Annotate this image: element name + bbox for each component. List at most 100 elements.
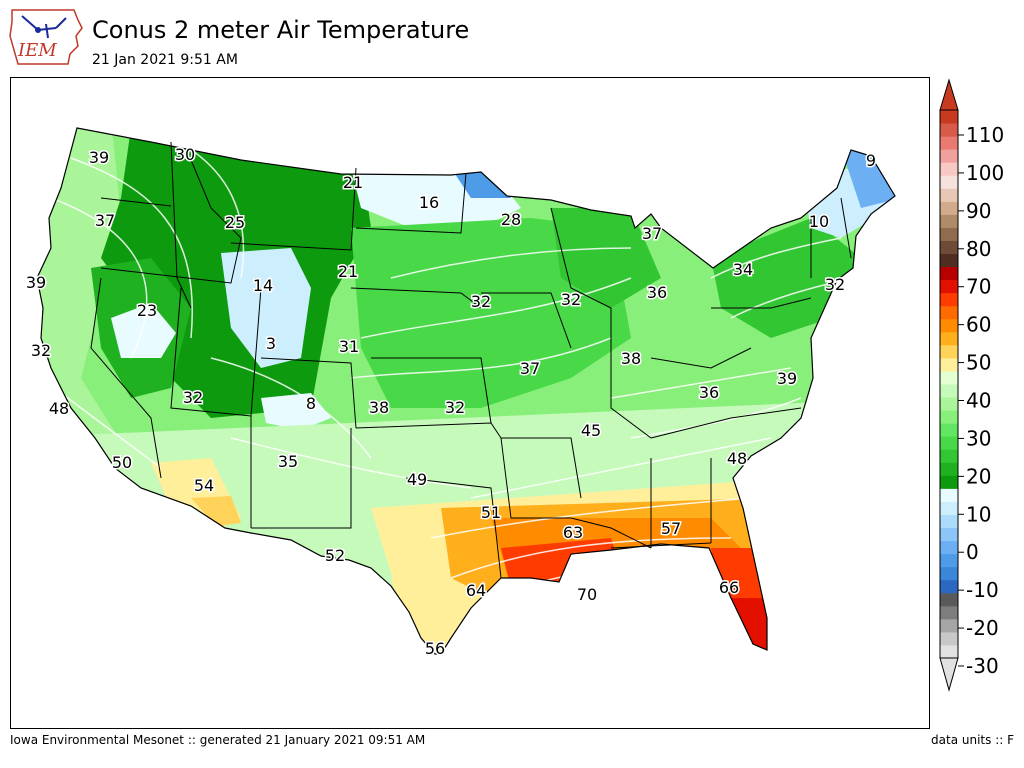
iem-logo: IEM bbox=[9, 9, 83, 65]
colorbar-swatches bbox=[940, 110, 958, 659]
colorbar-tick-label: 40 bbox=[966, 389, 991, 413]
colorbar-swatch bbox=[940, 449, 958, 463]
colorbar-swatch bbox=[940, 475, 958, 489]
temp-label-ca-c: 32 bbox=[31, 341, 51, 360]
colorbar-swatch bbox=[940, 331, 958, 346]
colorbar-swatch bbox=[940, 370, 958, 385]
temp-label-mi: 36 bbox=[647, 283, 667, 302]
page-title: Conus 2 meter Air Temperature bbox=[92, 16, 470, 44]
temp-label-nm: 35 bbox=[278, 452, 298, 471]
temp-label-ok: 49 bbox=[407, 470, 427, 489]
colorbar-tick-label: 110 bbox=[966, 123, 1004, 147]
temp-zone-cold-nv bbox=[111, 303, 176, 358]
temp-label-sd: 21 bbox=[338, 262, 358, 281]
temp-label-co-w: 31 bbox=[339, 337, 359, 356]
colorbar-swatch bbox=[940, 123, 958, 137]
colorbar-swatch bbox=[940, 149, 958, 163]
temp-label-ks-w: 38 bbox=[369, 398, 389, 417]
colorbar-tick-label: 10 bbox=[966, 502, 991, 526]
isotherms bbox=[40, 137, 852, 609]
temp-label-nc: 48 bbox=[727, 449, 747, 468]
temp-label-wa-w: 39 bbox=[89, 148, 109, 167]
colorbar-swatch bbox=[940, 357, 958, 372]
colorbar-swatch bbox=[940, 579, 958, 594]
colorbar-bottom-arrow bbox=[939, 657, 959, 692]
temp-label-mt-e: 21 bbox=[343, 173, 363, 192]
colorbar-swatch bbox=[940, 527, 958, 542]
colorbar-tick-label: 80 bbox=[966, 237, 991, 261]
colorbar-swatch bbox=[940, 214, 958, 228]
footer-units: data units :: F bbox=[931, 733, 1014, 747]
temp-label-tx-w: 52 bbox=[325, 546, 345, 565]
state-boundaries bbox=[90, 141, 852, 579]
colorbar-swatch bbox=[940, 540, 958, 555]
temp-label-wy: 14 bbox=[253, 276, 273, 295]
temp-label-id: 25 bbox=[225, 213, 245, 232]
colorbar-swatch bbox=[940, 240, 958, 255]
colorbar-tick-label: -10 bbox=[966, 578, 999, 602]
colorbar-swatch bbox=[940, 423, 958, 437]
colorbar-swatch bbox=[940, 592, 958, 607]
colorbar-swatch bbox=[940, 384, 958, 398]
temp-zone-cold-wy bbox=[221, 248, 311, 368]
temp-label-ny: 34 bbox=[733, 260, 753, 279]
colorbar-swatch bbox=[940, 136, 958, 150]
map-frame: 39 30 37 21 16 28 25 14 21 39 23 32 3 31 32 32 37 36 9 10 34… bbox=[10, 77, 930, 729]
colorbar-swatch bbox=[940, 553, 958, 568]
colorbar-swatch bbox=[940, 462, 958, 476]
colorbar-swatch bbox=[940, 175, 958, 189]
temp-label-wa-e: 30 bbox=[175, 145, 195, 164]
temp-label-ms: 63 bbox=[563, 523, 583, 542]
temp-label-la: 70 bbox=[577, 585, 597, 604]
colorbar-tick-label: 90 bbox=[966, 199, 991, 223]
page-subtitle: 21 Jan 2021 9:51 AM bbox=[92, 52, 238, 68]
colorbar-swatch bbox=[940, 253, 958, 268]
temp-label-ia: 32 bbox=[561, 290, 581, 309]
temp-label-nv: 23 bbox=[137, 301, 157, 320]
temp-zone-30s-mi bbox=[551, 208, 661, 308]
colorbar-swatch bbox=[940, 162, 958, 176]
colorbar-tick-label: 100 bbox=[966, 161, 1004, 185]
temp-label-nj: 32 bbox=[825, 275, 845, 294]
temp-label-wi: 37 bbox=[642, 224, 662, 243]
temp-label-co-s: 8 bbox=[306, 394, 316, 413]
colorbar-swatch bbox=[940, 514, 958, 529]
colorbar-swatch bbox=[940, 501, 958, 515]
temp-zone-70s bbox=[501, 538, 631, 598]
instrument-icon bbox=[21, 15, 67, 39]
colorbar-swatch bbox=[940, 292, 958, 307]
colorbar-border bbox=[939, 109, 959, 659]
colorbar-tick-label: 0 bbox=[966, 540, 979, 564]
temp-label-fl: 66 bbox=[719, 578, 739, 597]
temp-label-nd: 16 bbox=[419, 193, 439, 212]
temp-label-ut: 3 bbox=[266, 334, 276, 353]
colorbar-swatch bbox=[940, 605, 958, 620]
colorbar-swatch bbox=[940, 227, 958, 241]
temp-label-ca-n: 39 bbox=[26, 273, 46, 292]
colorbar-tick-label: -20 bbox=[966, 616, 999, 640]
colorbar-swatch bbox=[940, 397, 958, 411]
colorbar-swatch bbox=[940, 566, 958, 581]
footer-credit: Iowa Environmental Mesonet :: generated … bbox=[10, 733, 426, 747]
temp-label-ga: 57 bbox=[661, 519, 681, 538]
temp-label-tx-s: 56 bbox=[425, 639, 445, 658]
temp-label-ks: 32 bbox=[445, 398, 465, 417]
colorbar-tick-label: -30 bbox=[966, 654, 999, 678]
temperature-map: 39 30 37 21 16 28 25 14 21 39 23 32 3 31 32 32 37 36 9 10 34… bbox=[24, 127, 896, 660]
temp-label-ky: 45 bbox=[581, 421, 601, 440]
colorbar-swatch bbox=[940, 279, 958, 294]
colorbar-swatch bbox=[940, 488, 958, 502]
colorbar-tick-label: 20 bbox=[966, 464, 991, 488]
colorbar-swatch bbox=[940, 344, 958, 359]
colorbar-swatch bbox=[940, 110, 958, 124]
temp-label-in: 38 bbox=[621, 349, 641, 368]
colorbar-swatch bbox=[940, 631, 958, 646]
temp-label-ca-se: 50 bbox=[112, 453, 132, 472]
colorbar-swatch bbox=[940, 188, 958, 202]
colorbar-swatch bbox=[940, 318, 958, 333]
temp-label-mo: 37 bbox=[520, 359, 540, 378]
temperature-labels: 39 30 37 21 16 28 25 14 21 39 23 32 3 31 32 32 37 36 9 10 34… bbox=[24, 144, 877, 660]
temp-label-me: 9 bbox=[866, 151, 876, 170]
